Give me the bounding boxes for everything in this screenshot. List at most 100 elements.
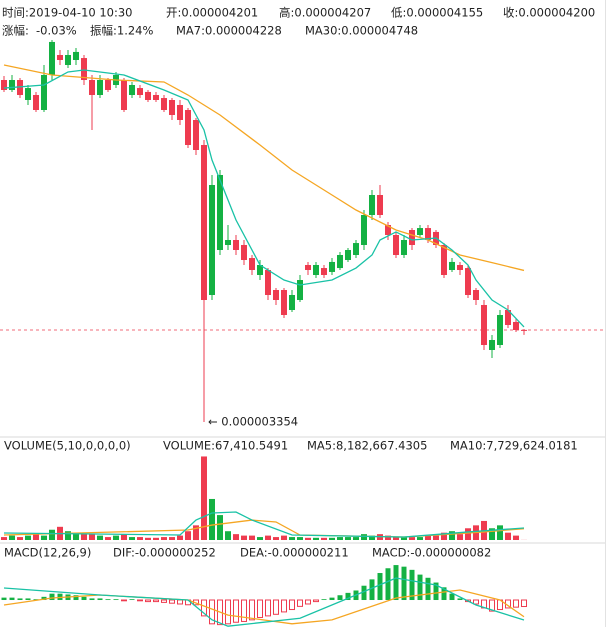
candle-body [297, 280, 303, 300]
candle-body [457, 265, 463, 270]
candle-body [129, 85, 135, 95]
macd-bar [281, 599, 287, 613]
candle-body [473, 290, 479, 300]
volume-bar [449, 531, 455, 540]
candle-body [353, 243, 359, 255]
volume-bar [17, 537, 23, 540]
macd-bar [137, 599, 143, 602]
candle-body [89, 80, 95, 95]
info-close: 收:0.000004200 [503, 6, 595, 20]
macd-bar [49, 593, 55, 601]
macd-label: MACD:-0.000000082 [372, 546, 491, 560]
volume-bar [393, 537, 399, 540]
volume-bar [433, 535, 439, 540]
candle-body [257, 265, 263, 275]
candle-body [9, 80, 15, 90]
volume-bar [321, 537, 327, 540]
volume-bar [353, 537, 359, 540]
volume-bar [161, 537, 167, 540]
candle-body [249, 258, 255, 270]
candle-body [209, 185, 215, 295]
candle-body [489, 340, 495, 350]
candle-body [465, 268, 471, 295]
volume-bar [137, 537, 143, 540]
volume-bar [65, 531, 71, 540]
candle-body [409, 230, 415, 245]
dea-label: DEA:-0.000000211 [240, 546, 349, 560]
volume-bar [73, 532, 79, 540]
volume-bar [113, 535, 119, 540]
volume-bar [409, 537, 415, 540]
volume-bar [417, 537, 423, 540]
macd-bar [113, 599, 119, 601]
volume-bar [9, 535, 15, 540]
volume-bar [177, 535, 183, 540]
candle-body [57, 55, 63, 60]
candle-body [265, 270, 271, 295]
volume-bar [401, 537, 407, 540]
candle-body [241, 245, 247, 260]
candle-body [193, 120, 199, 150]
candle-body [377, 195, 383, 215]
candle-body [425, 228, 431, 240]
volume-bar [273, 537, 279, 540]
amplitude: 振幅:1.24% [90, 24, 153, 38]
volume-bar [513, 535, 519, 540]
macd-bar [273, 599, 279, 615]
macd-bar [249, 599, 255, 621]
info-open: 开:0.000004201 [166, 6, 258, 20]
candle-body [41, 75, 47, 110]
macd-bar [121, 599, 127, 602]
candle-body [201, 145, 207, 300]
info-time: 时间:2019-04-10 10:30 [2, 6, 133, 20]
macd-bar [41, 596, 47, 601]
ma30-label: MA30:0.000004748 [305, 24, 418, 38]
volume-bar [81, 534, 87, 540]
macd-bar [169, 599, 175, 604]
volume-bar [233, 534, 239, 540]
volume-bar [385, 535, 391, 540]
macd-bar [521, 599, 527, 608]
macd-bar [473, 599, 479, 605]
macd-bar [441, 587, 447, 601]
macd-bar [9, 597, 15, 601]
candle-body [97, 80, 103, 95]
volume-bar [297, 537, 303, 540]
candle-body [513, 321, 519, 330]
macd-bar [17, 598, 23, 601]
candle-body [281, 290, 287, 315]
candle-body [105, 80, 111, 90]
macd-bar [257, 599, 263, 618]
volume-bar [425, 535, 431, 540]
candle-body [137, 88, 143, 95]
volume-ma10-label: MA10:7,729,624.0181 [450, 439, 578, 453]
candle-body [449, 261, 455, 270]
volume-bar [1, 537, 7, 540]
macd-bar [265, 599, 271, 617]
macd-bar [369, 579, 375, 601]
macd-bar [417, 574, 423, 601]
candle-body [49, 41, 55, 75]
macd-bar [161, 599, 167, 603]
volume-bar [257, 537, 263, 540]
volume-bar [129, 537, 135, 540]
macd-bar [73, 595, 79, 601]
macd-bar [361, 585, 367, 601]
candle-body [481, 305, 487, 345]
volume-bar [121, 534, 127, 540]
macd-bar [385, 568, 391, 601]
info-high: 高:0.000004207 [279, 6, 371, 20]
candle-body [273, 290, 279, 300]
candle-body [313, 265, 319, 275]
macd-bar [337, 595, 343, 601]
candle-body [169, 100, 175, 115]
candle-body [441, 245, 447, 275]
macd-bar [209, 599, 215, 625]
macd-title: MACD(12,26,9) [4, 546, 91, 560]
macd-bar [305, 599, 311, 605]
volume-bar [49, 529, 55, 540]
volume-bar [337, 537, 343, 540]
candle-body [329, 261, 335, 272]
ma30-line [3, 64, 525, 272]
ma7-label: MA7:0.000004228 [176, 24, 282, 38]
